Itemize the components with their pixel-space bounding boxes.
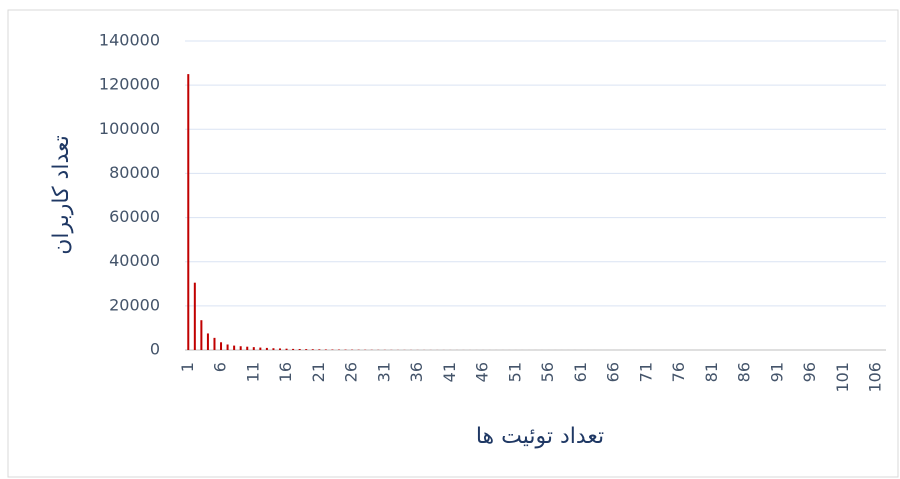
y-tick-label: 40000 [109,251,160,270]
bar [233,345,236,350]
y-tick-label: 100000 [99,119,160,138]
bar [278,348,281,350]
x-tick-label: 106 [866,362,885,393]
bar [265,347,268,350]
bar [213,337,216,350]
y-tick-label: 140000 [99,31,160,50]
bar [259,347,262,350]
x-tick-label: 71 [636,362,655,382]
x-tick-label: 31 [374,362,393,382]
bar [285,348,288,350]
bar [292,348,295,350]
x-tick-label: 46 [473,362,492,382]
bar [246,346,249,350]
x-tick-label: 6 [211,362,230,372]
y-tick-label: 0 [150,340,160,359]
bar [252,347,255,350]
bar [193,282,196,350]
bar [220,342,223,350]
bar [206,333,209,350]
bar [318,349,321,350]
x-tick-label: 86 [735,362,754,382]
y-tick-label: 60000 [109,207,160,226]
x-tick-label: 11 [243,362,262,382]
bar [305,349,308,350]
x-tick-label: 41 [440,362,459,382]
x-tick-label: 61 [571,362,590,382]
x-tick-label: 76 [669,362,688,382]
bar [298,349,301,350]
bar [311,349,314,350]
bar [200,320,203,350]
y-tick-label: 20000 [109,295,160,314]
x-axis-title: تعداد توئیت ها [476,424,604,449]
chart-frame [7,9,899,478]
x-tick-label: 56 [538,362,557,382]
x-tick-label: 96 [800,362,819,382]
bar [272,348,275,350]
x-tick-label: 1 [178,362,197,372]
x-tick-label: 101 [833,362,852,393]
bar [187,74,190,350]
x-tick-label: 16 [276,362,295,382]
x-tick-label: 66 [604,362,623,382]
x-tick-label: 21 [309,362,328,382]
bar [239,346,242,350]
y-axis-title: تعداد کاربران [49,135,74,255]
x-tick-label: 81 [702,362,721,382]
bar [324,349,327,350]
bar [226,344,229,350]
x-tick-label: 51 [505,362,524,382]
y-tick-label: 120000 [99,75,160,94]
x-tick-label: 36 [407,362,426,382]
x-tick-label: 26 [342,362,361,382]
y-tick-label: 80000 [109,163,160,182]
x-tick-label: 91 [767,362,786,382]
